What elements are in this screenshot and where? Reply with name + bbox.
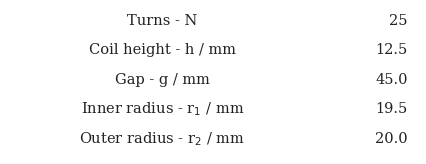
Text: Inner radius - r$_{1}$ / mm: Inner radius - r$_{1}$ / mm — [81, 100, 243, 118]
Text: Gap - g / mm: Gap - g / mm — [115, 72, 209, 87]
Text: 25: 25 — [389, 14, 407, 28]
Text: Coil height - h / mm: Coil height - h / mm — [89, 43, 235, 57]
Text: 19.5: 19.5 — [374, 102, 407, 116]
Text: 20.0: 20.0 — [374, 132, 407, 146]
Text: Turns - N: Turns - N — [127, 14, 197, 28]
Text: 12.5: 12.5 — [374, 43, 407, 57]
Text: 45.0: 45.0 — [374, 72, 407, 87]
Text: Outer radius - r$_{2}$ / mm: Outer radius - r$_{2}$ / mm — [79, 131, 245, 148]
